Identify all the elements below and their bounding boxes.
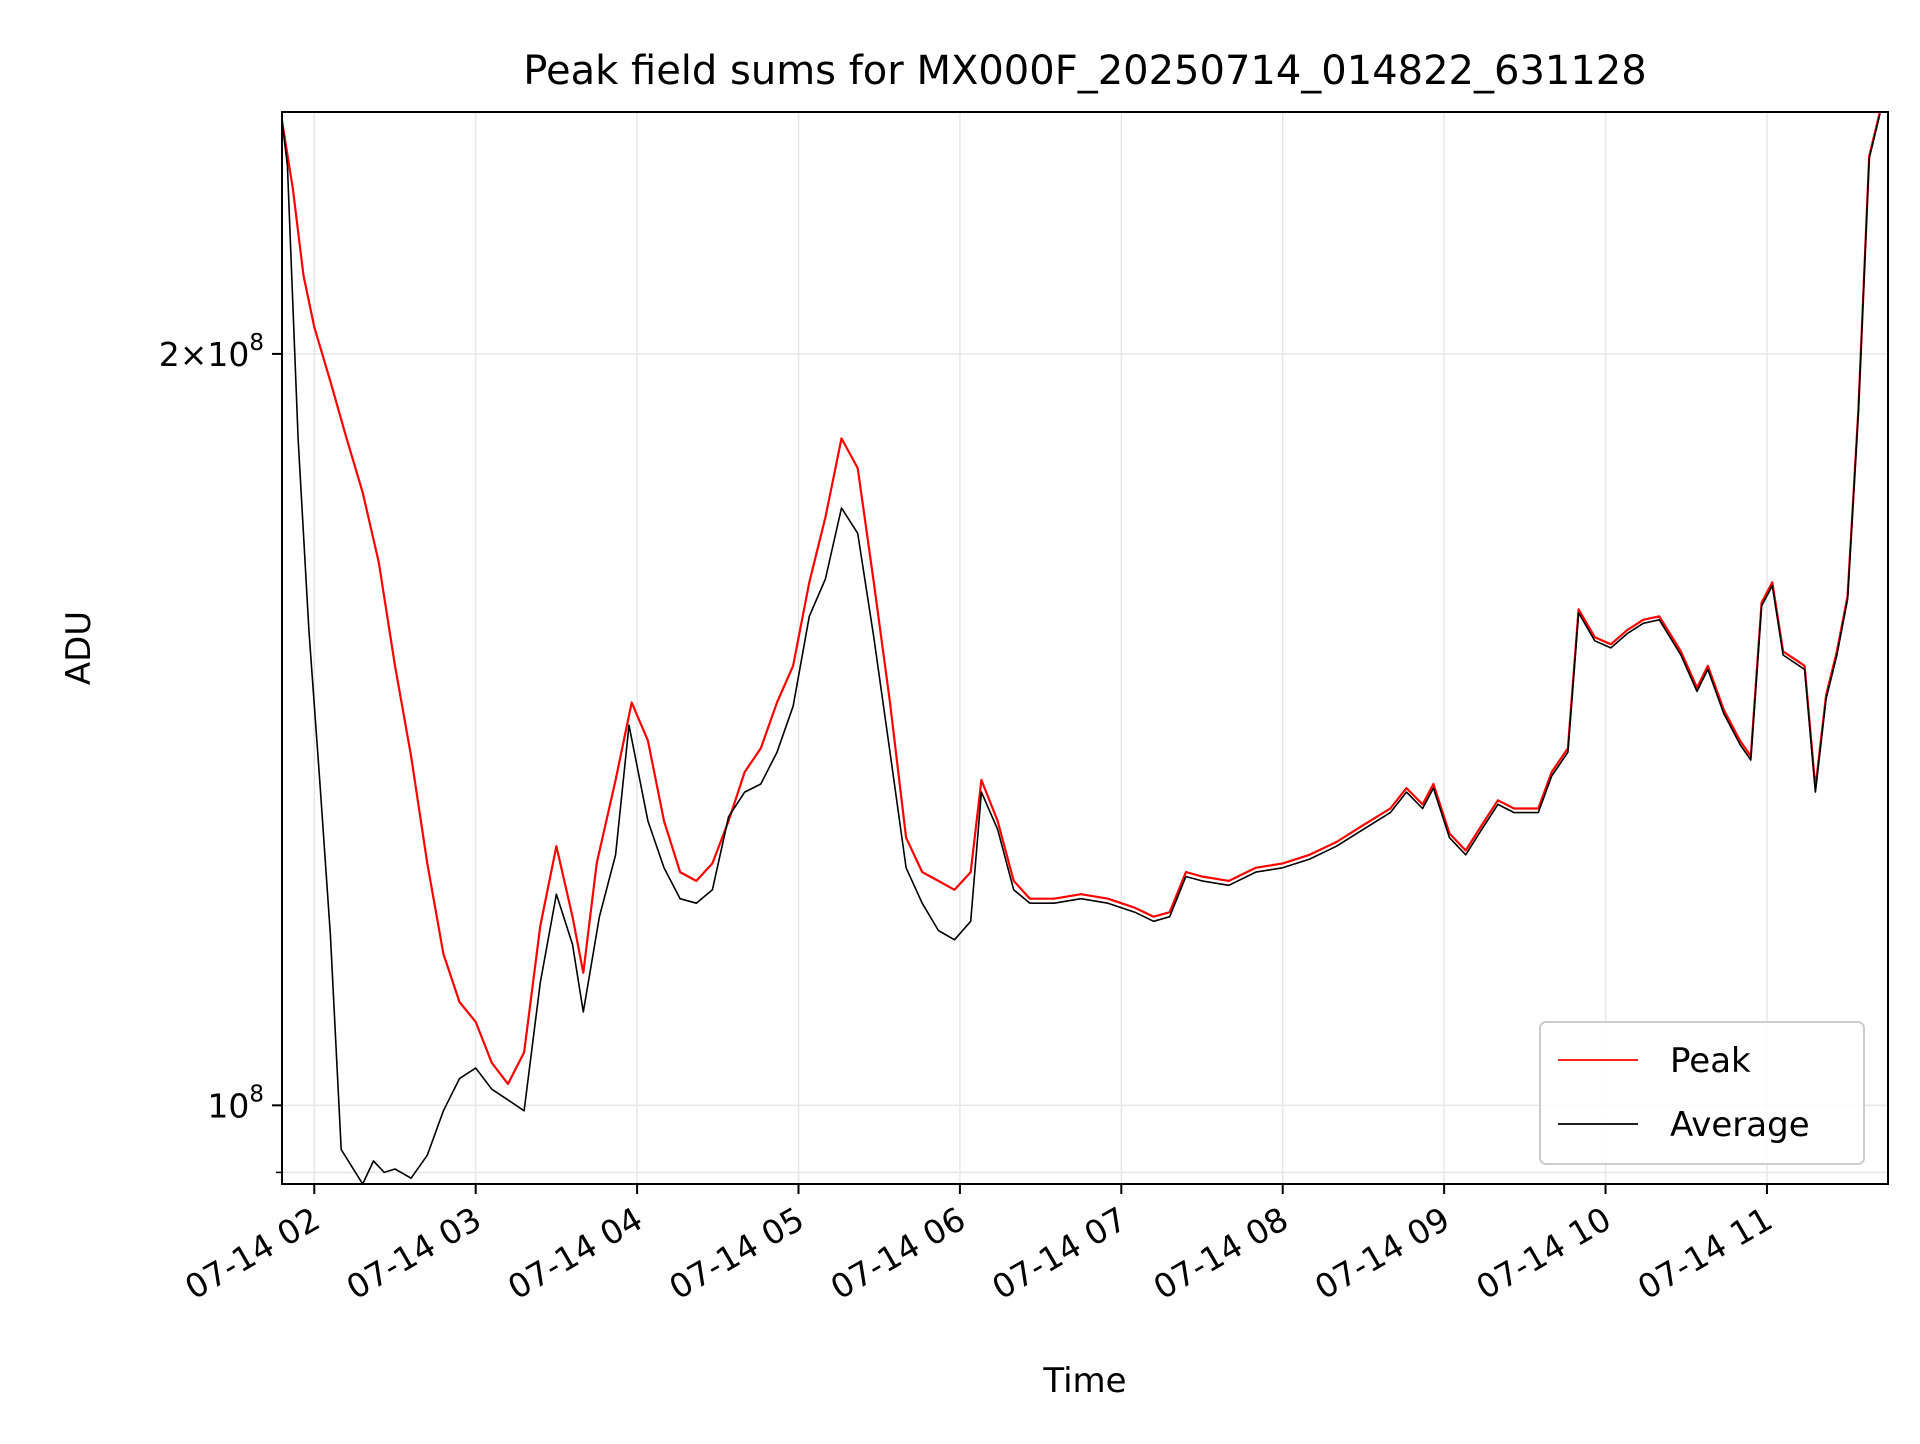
legend-box (1539, 1021, 1865, 1165)
legend: Peak Average (1539, 1021, 1865, 1165)
series-layer (280, 111, 1881, 1185)
x-axis-label: Time (1042, 1361, 1126, 1401)
chart-title: Peak field sums for MX000F_20250714_0148… (523, 48, 1646, 94)
plot-frame (281, 111, 1889, 1185)
y-axis-label: ADU (59, 611, 99, 685)
series-line-average (281, 114, 1881, 1185)
y-tick-label: 2×108 (159, 330, 264, 374)
series-line-peak (280, 111, 1881, 1086)
legend-label-average: Average (1670, 1105, 1810, 1145)
legend-label-peak: Peak (1670, 1041, 1751, 1081)
